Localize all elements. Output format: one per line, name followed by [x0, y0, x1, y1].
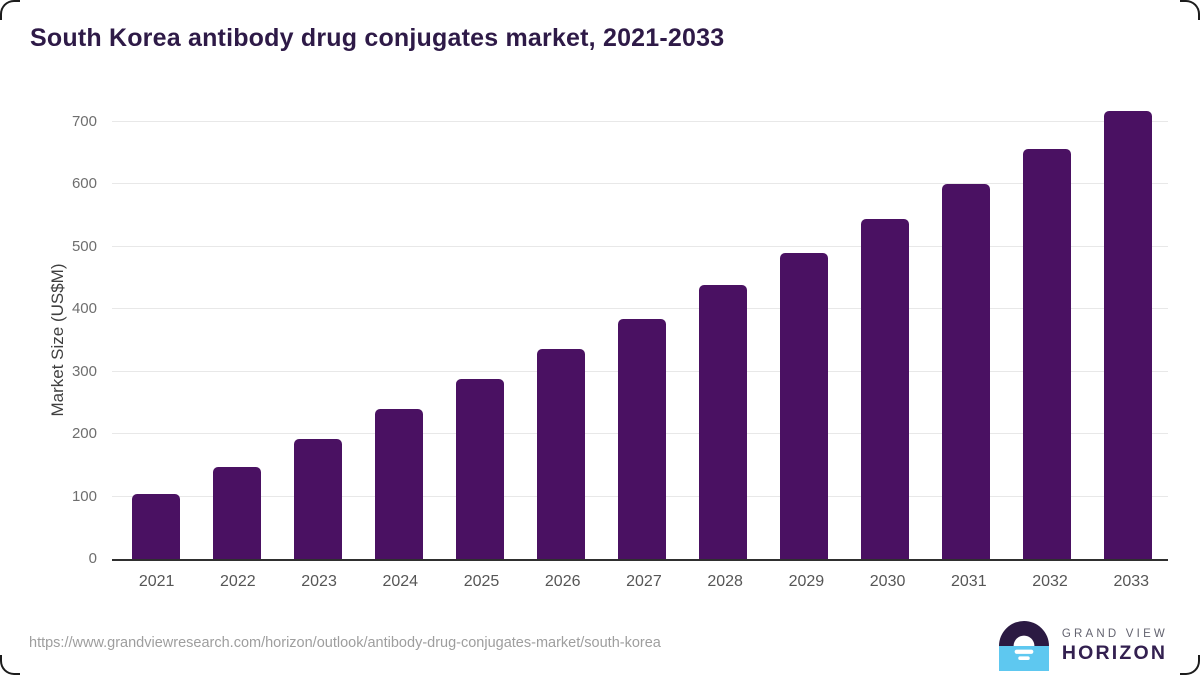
- bar-2032: [1022, 148, 1071, 559]
- x-tick-label-2033: 2033: [1113, 573, 1150, 590]
- bar-2029: [779, 252, 828, 559]
- footer: https://www.grandviewresearch.com/horizo…: [0, 613, 1200, 675]
- bar-2031: [941, 183, 990, 559]
- x-tick-label-2029: 2029: [788, 573, 825, 590]
- horizon-sun-logo-icon: [998, 621, 1049, 671]
- x-tick-label-2032: 2032: [1032, 573, 1068, 590]
- rounded-corner-decoration: [1180, 0, 1200, 20]
- bar-2028: [698, 284, 747, 559]
- bar-2022: [213, 466, 262, 559]
- bar-2023: [294, 438, 343, 559]
- chart-title: South Korea antibody drug conjugates mar…: [30, 24, 725, 52]
- y-tick-label-500: 500: [71, 237, 97, 255]
- y-tick-label-100: 100: [71, 487, 97, 505]
- gridline-500: [112, 245, 1168, 247]
- x-tick-label-2023: 2023: [301, 573, 337, 590]
- bar-2030: [860, 218, 909, 559]
- bar-2026: [537, 349, 586, 559]
- x-tick-label-2028: 2028: [707, 573, 743, 590]
- x-axis-tick-labels: 2021 2022 2023 2024 2025 2026 2027 2028 2029 2030…: [112, 573, 1172, 591]
- logo-text-grand-view: GRAND VIEW: [1061, 628, 1168, 640]
- gridline-600: [112, 183, 1168, 185]
- bar-2027: [617, 318, 666, 559]
- bar-2024: [375, 409, 424, 559]
- bar-series: [112, 110, 1168, 559]
- grand-view-horizon-logo: GRAND VIEW HORIZON: [998, 621, 1168, 671]
- plot-area: [112, 110, 1168, 561]
- y-tick-label-0: 0: [88, 550, 97, 567]
- bar-2021: [132, 493, 181, 559]
- x-tick-label-2030: 2030: [869, 573, 906, 590]
- x-tick-label-2031: 2031: [951, 573, 987, 590]
- y-tick-label-600: 600: [71, 175, 97, 193]
- bar-2033: [1103, 110, 1152, 559]
- y-tick-label-700: 700: [71, 113, 97, 130]
- gridline-400: [112, 308, 1168, 310]
- logo-text-horizon: HORIZON: [1061, 642, 1168, 664]
- rounded-corner-decoration: [0, 0, 20, 20]
- logo-text: GRAND VIEW HORIZON: [1062, 627, 1168, 665]
- source-url: https://www.grandviewresearch.com/horizo…: [29, 635, 661, 651]
- gridline-700: [112, 121, 1168, 122]
- x-tick-label-2024: 2024: [382, 573, 419, 590]
- bar-2025: [456, 379, 505, 559]
- x-tick-label-2027: 2027: [626, 573, 662, 590]
- x-tick-label-2021: 2021: [138, 573, 175, 590]
- y-tick-label-400: 400: [71, 300, 97, 318]
- y-axis-tick-labels: 0 100 200 300 400 500 600 700: [0, 113, 97, 567]
- x-tick-label-2022: 2022: [220, 573, 256, 590]
- x-tick-label-2025: 2025: [463, 573, 500, 590]
- y-tick-label-200: 200: [71, 425, 97, 443]
- x-tick-label-2026: 2026: [544, 573, 581, 590]
- y-tick-label-300: 300: [71, 362, 97, 380]
